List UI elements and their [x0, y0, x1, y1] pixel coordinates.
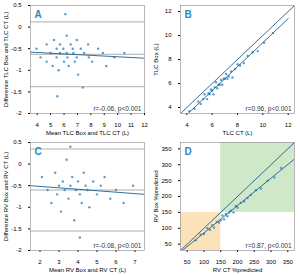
svg-text:10: 10	[165, 32, 172, 38]
svg-text:12: 12	[285, 122, 292, 128]
svg-text:250: 250	[249, 259, 260, 265]
svg-text:9: 9	[103, 122, 107, 128]
svg-text:300: 300	[266, 259, 277, 265]
svg-text:7: 7	[76, 122, 80, 128]
svg-text:4: 4	[76, 259, 80, 265]
svg-text:250: 250	[161, 178, 172, 184]
svg-text:100: 100	[161, 225, 172, 231]
svg-text:D: D	[185, 146, 192, 157]
svg-text:50: 50	[165, 241, 172, 247]
svg-text:8: 8	[168, 56, 172, 62]
svg-text:5: 5	[49, 122, 53, 128]
svg-text:7: 7	[133, 259, 137, 265]
svg-text:-0.5: -0.5	[11, 183, 22, 189]
svg-text:6: 6	[114, 259, 118, 265]
svg-text:11: 11	[128, 122, 135, 128]
svg-text:0: 0	[18, 161, 22, 167]
svg-text:2: 2	[38, 259, 42, 265]
svg-text:6: 6	[210, 122, 214, 128]
svg-text:Mean TLC Box and TLC CT (L): Mean TLC Box and TLC CT (L)	[46, 130, 129, 136]
svg-text:6: 6	[62, 122, 66, 128]
svg-text:-1.5: -1.5	[11, 226, 22, 232]
svg-text:10: 10	[114, 122, 121, 128]
svg-text:150: 150	[216, 259, 227, 265]
svg-text:4: 4	[185, 122, 189, 128]
svg-text:8: 8	[89, 122, 93, 128]
svg-text:r=-0.08, p<0.001: r=-0.08, p<0.001	[93, 242, 141, 250]
svg-text:5: 5	[95, 259, 99, 265]
svg-text:350: 350	[283, 259, 294, 265]
svg-text:r=0.87, p<0.001: r=0.87, p<0.001	[246, 242, 292, 250]
svg-text:300: 300	[161, 162, 172, 168]
svg-text:-0.5: -0.5	[11, 46, 22, 52]
svg-text:12: 12	[165, 8, 172, 14]
svg-text:-2: -2	[16, 247, 22, 253]
svg-text:TLC Box (L): TLC Box (L)	[153, 43, 159, 75]
svg-text:Difference TLC Box and TLC CT: Difference TLC Box and TLC CT (L)	[3, 12, 9, 107]
svg-text:r=0.96, p<0.001: r=0.96, p<0.001	[246, 105, 292, 113]
svg-text:100: 100	[199, 259, 210, 265]
svg-text:12: 12	[141, 122, 148, 128]
svg-text:4: 4	[168, 104, 172, 110]
svg-text:200: 200	[161, 193, 172, 199]
svg-text:r=-0.06, p<0.001: r=-0.06, p<0.001	[93, 105, 141, 113]
svg-text:-1.5: -1.5	[11, 89, 22, 95]
svg-text:-2: -2	[16, 110, 22, 116]
svg-text:-1: -1	[16, 67, 22, 73]
svg-text:10: 10	[259, 122, 266, 128]
svg-text:B: B	[185, 9, 192, 20]
svg-text:8: 8	[236, 122, 240, 128]
svg-text:Difference RV Box and RV CT (L: Difference RV Box and RV CT (L)	[3, 152, 9, 241]
svg-text:6: 6	[168, 80, 172, 86]
svg-text:4: 4	[36, 122, 40, 128]
svg-text:200: 200	[232, 259, 243, 265]
svg-text:TLC CT (L): TLC CT (L)	[223, 130, 253, 136]
svg-text:0.5: 0.5	[13, 139, 22, 145]
svg-text:150: 150	[161, 209, 172, 215]
svg-text:350: 350	[161, 146, 172, 152]
svg-text:RV CT %predicted: RV CT %predicted	[213, 267, 262, 273]
svg-text:C: C	[35, 146, 42, 157]
svg-text:50: 50	[184, 259, 191, 265]
svg-text:RV Box %predicted: RV Box %predicted	[153, 171, 159, 223]
svg-text:-1: -1	[16, 204, 22, 210]
svg-text:3: 3	[57, 259, 61, 265]
svg-text:0.5: 0.5	[13, 2, 22, 8]
svg-text:Mean RV Box and RV CT (L): Mean RV Box and RV CT (L)	[49, 267, 126, 273]
svg-text:A: A	[35, 9, 42, 20]
svg-text:0: 0	[18, 24, 22, 30]
